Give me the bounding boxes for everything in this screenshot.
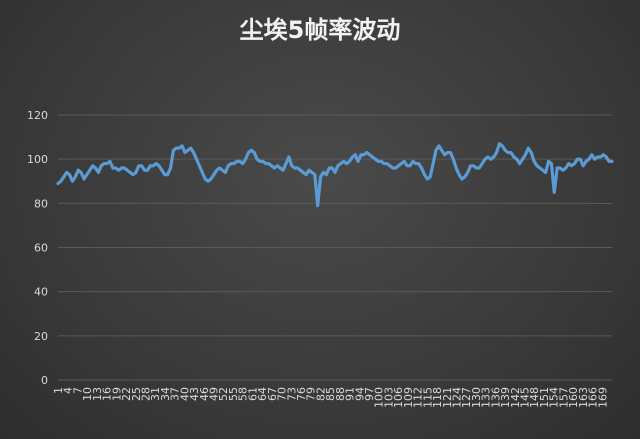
y-tick-label: 100 [27, 153, 48, 166]
x-tick-label: 148 [528, 387, 541, 408]
x-tick-label: 58 [237, 387, 250, 401]
x-tick-label: 112 [412, 387, 425, 408]
x-tick-label: 145 [519, 387, 532, 408]
x-tick-label: 55 [227, 387, 240, 401]
x-tick-label: 169 [596, 387, 609, 408]
x-tick-label: 19 [110, 387, 123, 401]
x-tick-label: 46 [198, 387, 211, 401]
y-tick-label: 20 [34, 330, 48, 343]
x-tick-label: 1 [52, 387, 65, 394]
y-tick-label: 40 [34, 286, 48, 299]
x-tick-label: 121 [441, 387, 454, 408]
y-axis-ticks: 0 20 40 60 80 100 120 [27, 109, 48, 387]
x-tick-label: 139 [499, 387, 512, 408]
x-tick-label: 97 [363, 387, 376, 401]
x-tick-label: 22 [120, 387, 133, 401]
x-tick-label: 67 [266, 387, 279, 401]
x-tick-label: 4 [62, 387, 75, 394]
x-tick-label: 49 [208, 387, 221, 401]
x-tick-label: 94 [353, 387, 366, 401]
x-tick-label: 61 [246, 387, 259, 401]
x-tick-label: 70 [276, 387, 289, 401]
x-tick-label: 133 [480, 387, 493, 408]
series-line-0 [56, 142, 614, 208]
x-tick-label: 103 [382, 387, 395, 408]
x-tick-label: 130 [470, 387, 483, 408]
x-tick-label: 109 [402, 387, 415, 408]
y-tick-label: 80 [34, 197, 48, 210]
x-tick-label: 64 [256, 387, 269, 401]
x-tick-label: 79 [305, 387, 318, 401]
x-tick-label: 13 [91, 387, 104, 401]
x-tick-label: 166 [587, 387, 600, 408]
x-tick-label: 34 [159, 387, 172, 401]
series-layer [56, 142, 614, 208]
x-tick-label: 31 [149, 387, 162, 401]
x-tick-label: 52 [217, 387, 230, 401]
x-tick-label: 157 [557, 387, 570, 408]
x-tick-label: 160 [567, 387, 580, 408]
x-tick-label: 37 [169, 387, 182, 401]
x-tick-label: 106 [392, 387, 405, 408]
x-tick-label: 85 [324, 387, 337, 401]
x-tick-label: 163 [577, 387, 590, 408]
x-tick-label: 124 [450, 387, 463, 408]
x-tick-label: 151 [538, 387, 551, 408]
y-tick-label: 60 [34, 242, 48, 255]
x-tick-label: 154 [548, 387, 561, 408]
x-tick-label: 115 [421, 387, 434, 408]
x-tick-label: 91 [344, 387, 357, 401]
gridlines [58, 114, 612, 381]
chart-title: 尘埃5帧率波动 [240, 16, 401, 44]
x-tick-label: 28 [139, 387, 152, 401]
x-tick-label: 127 [460, 387, 473, 408]
x-tick-label: 43 [188, 387, 201, 401]
x-tick-label: 73 [285, 387, 298, 401]
y-tick-label: 0 [41, 374, 48, 387]
x-tick-label: 88 [334, 387, 347, 401]
x-tick-label: 7 [71, 387, 84, 394]
x-tick-label: 118 [431, 387, 444, 408]
x-tick-label: 136 [489, 387, 502, 408]
x-tick-label: 100 [373, 387, 386, 408]
x-tick-label: 142 [509, 387, 522, 408]
y-tick-label: 120 [27, 109, 48, 122]
x-tick-label: 25 [130, 387, 143, 401]
x-tick-label: 82 [314, 387, 327, 401]
x-tick-label: 76 [295, 387, 308, 401]
x-axis-ticks: 1471013161922252831343740434649525558616… [52, 387, 609, 408]
x-tick-label: 16 [101, 387, 114, 401]
x-tick-label: 10 [81, 387, 94, 401]
x-tick-label: 40 [178, 387, 191, 401]
